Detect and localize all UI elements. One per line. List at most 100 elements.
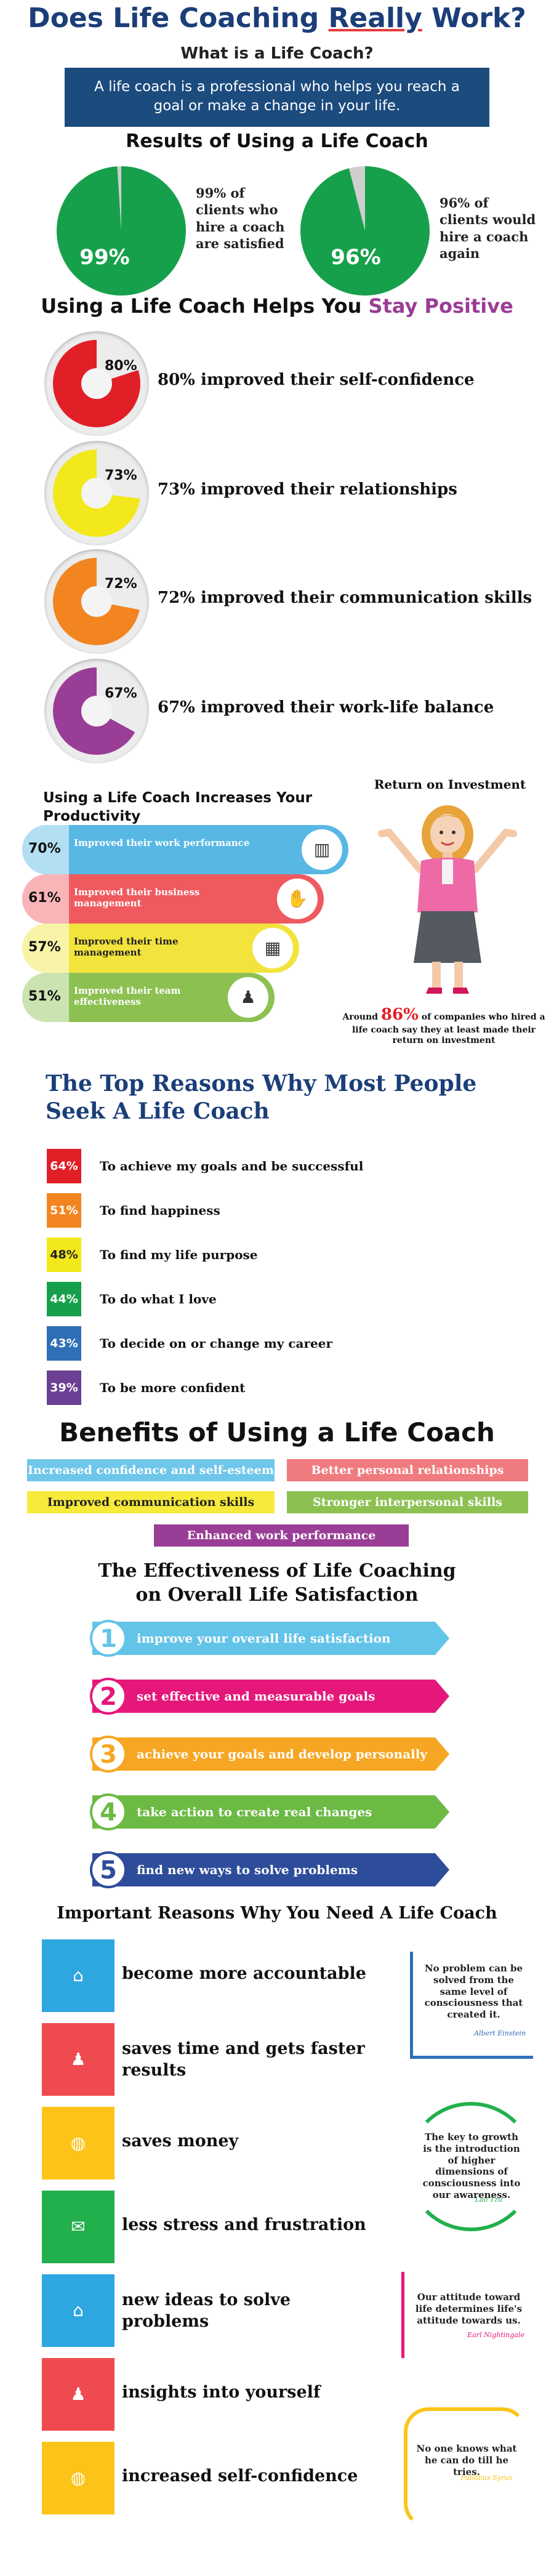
need-tile: ◍ bbox=[42, 2442, 114, 2514]
positive-donut-hole bbox=[81, 368, 112, 399]
productivity-pct: 61% bbox=[28, 890, 61, 906]
positive-donut-label: 73% bbox=[105, 468, 137, 483]
quote-text: No problem can be solved from the same l… bbox=[424, 1963, 523, 2020]
productivity-bar bbox=[22, 825, 348, 874]
positive-donut-hole bbox=[81, 586, 112, 617]
effectiveness-text: take action to create real changes bbox=[137, 1805, 372, 1819]
calendar-icon: ▦ bbox=[252, 928, 293, 968]
positive-text: 72% improved their communication skills bbox=[158, 589, 532, 607]
need-tile: ♟ bbox=[42, 2023, 114, 2096]
reason-text: To find happiness bbox=[100, 1203, 220, 1218]
reason-pct: 43% bbox=[47, 1326, 81, 1361]
reasons-title: The Top Reasons Why Most People Seek A L… bbox=[46, 1071, 477, 1124]
positive-donut-label: 67% bbox=[105, 686, 137, 701]
handshake-icon: ✋ bbox=[277, 879, 318, 919]
businesswoman-illustration bbox=[378, 805, 517, 994]
need-text: new ideas to solve problems bbox=[122, 2290, 291, 2332]
chart-icon: ▥ bbox=[302, 829, 342, 870]
benefits-title: Benefits of Using a Life Coach bbox=[59, 1417, 495, 1447]
reason-pct: 51% bbox=[47, 1193, 81, 1228]
reason-text: To do what I love bbox=[100, 1292, 217, 1306]
need-text: less stress and frustration bbox=[122, 2215, 366, 2234]
need-tile: ⌂ bbox=[42, 2274, 114, 2347]
productivity-pct-bg bbox=[22, 973, 69, 1022]
chat-icon: ✉ bbox=[71, 2216, 86, 2237]
effectiveness-text: improve your overall life satisfaction bbox=[137, 1631, 391, 1646]
quote-frame: No problem can be solved from the same l… bbox=[410, 1952, 533, 2059]
effectiveness-number: 1 bbox=[90, 1620, 127, 1657]
productivity-label: Improved their team effectiveness bbox=[74, 985, 181, 1007]
home-icon: ⌂ bbox=[73, 2300, 84, 2320]
need-text: saves money bbox=[122, 2131, 239, 2151]
effectiveness-arrow bbox=[92, 1622, 449, 1655]
need-text: insights into yourself bbox=[122, 2383, 321, 2402]
effectiveness-arrow bbox=[92, 1795, 449, 1829]
need-text: become more accountable bbox=[122, 1964, 366, 1983]
need-tile: ♟ bbox=[42, 2358, 114, 2431]
effectiveness-text: set effective and measurable goals bbox=[137, 1689, 375, 1704]
positive-text: 67% improved their work-life balance bbox=[158, 698, 494, 717]
team-icon: ♟ bbox=[228, 977, 268, 1018]
productivity-pct-bg bbox=[22, 825, 69, 874]
people-icon: ♟ bbox=[70, 2049, 86, 2069]
positive-donut-label: 80% bbox=[105, 358, 137, 374]
result-pie-hire-again bbox=[300, 166, 430, 296]
benefit-tag: Enhanced work performance bbox=[154, 1524, 409, 1547]
people-icon: ♟ bbox=[70, 2384, 86, 2404]
needs-title: Important Reasons Why You Need A Life Co… bbox=[57, 1904, 497, 1923]
what-is-title: What is a Life Coach? bbox=[180, 44, 374, 63]
productivity-pct-bg bbox=[22, 874, 69, 924]
positive-donut bbox=[44, 549, 149, 654]
effectiveness-text: achieve your goals and develop personall… bbox=[137, 1747, 427, 1761]
productivity-bar bbox=[22, 874, 324, 924]
roi-title: Return on Investment bbox=[374, 777, 526, 792]
benefit-tag: Increased confidence and self-esteem bbox=[27, 1459, 275, 1481]
positive-donut bbox=[44, 441, 149, 545]
result-pie-label: 99% bbox=[79, 245, 130, 270]
effectiveness-number: 3 bbox=[90, 1736, 127, 1773]
roi-text: Around 86% of companies who hired a life… bbox=[342, 1005, 545, 1045]
quote-text: No one knows what he can do till he trie… bbox=[416, 2443, 517, 2477]
quote-author: Publilius Syrus bbox=[460, 2474, 512, 2482]
productivity-pct: 70% bbox=[28, 841, 61, 856]
reason-pct: 64% bbox=[47, 1149, 81, 1183]
positive-donut-hole bbox=[81, 696, 112, 727]
productivity-pct: 57% bbox=[28, 940, 61, 955]
effectiveness-text: find new ways to solve problems bbox=[137, 1862, 358, 1877]
positive-text: 73% improved their relationships bbox=[158, 480, 457, 499]
quote-text: The key to growth is the introduction of… bbox=[422, 2131, 521, 2200]
positive-donut bbox=[44, 659, 149, 763]
positive-donut-label: 72% bbox=[105, 576, 137, 592]
need-tile: ◍ bbox=[42, 2107, 114, 2180]
globe-icon: ◍ bbox=[70, 2133, 86, 2153]
effectiveness-number: 5 bbox=[90, 1851, 127, 1888]
need-tile: ✉ bbox=[42, 2191, 114, 2263]
effectiveness-arrow bbox=[92, 1680, 449, 1713]
productivity-pct: 51% bbox=[28, 989, 61, 1004]
result-desc: 96% of clients would hire a coach again bbox=[440, 195, 536, 261]
quote-author: Albert Einstein bbox=[474, 2029, 526, 2037]
reason-text: To be more confident bbox=[100, 1380, 246, 1395]
need-text: saves time and gets faster results bbox=[122, 2039, 365, 2080]
reason-text: To achieve my goals and be successful bbox=[100, 1159, 364, 1173]
positive-donut bbox=[44, 331, 149, 436]
result-pie-label: 96% bbox=[331, 245, 381, 270]
result-pie-satisfied bbox=[57, 166, 186, 296]
main-title: Does Life Coaching Really Work? bbox=[28, 2, 526, 34]
productivity-label: Improved their work performance bbox=[74, 837, 250, 848]
reason-pct: 44% bbox=[47, 1282, 81, 1316]
home-icon: ⌂ bbox=[73, 1965, 84, 1986]
productivity-title: Using a Life Coach Increases Your Produc… bbox=[43, 790, 313, 824]
positive-text: 80% improved their self-confidence bbox=[158, 371, 475, 389]
results-title: Results of Using a Life Coach bbox=[126, 131, 428, 152]
reason-pct: 39% bbox=[47, 1371, 81, 1405]
quote-frame: Our attitude toward life determines life… bbox=[401, 2272, 533, 2358]
reason-pct: 48% bbox=[47, 1238, 81, 1272]
result-desc: 99% of clients who hire a coach are sati… bbox=[196, 185, 285, 251]
effectiveness-title: The Effectiveness of Life Coaching on Ov… bbox=[98, 1560, 456, 1606]
positive-title: Using a Life Coach Helps You Stay Positi… bbox=[41, 294, 513, 318]
effectiveness-arrow bbox=[92, 1853, 449, 1886]
quote-text: Our attitude toward life determines life… bbox=[415, 2292, 523, 2326]
need-tile: ⌂ bbox=[42, 1939, 114, 2012]
benefit-tag: Stronger interpersonal skills bbox=[287, 1491, 528, 1513]
